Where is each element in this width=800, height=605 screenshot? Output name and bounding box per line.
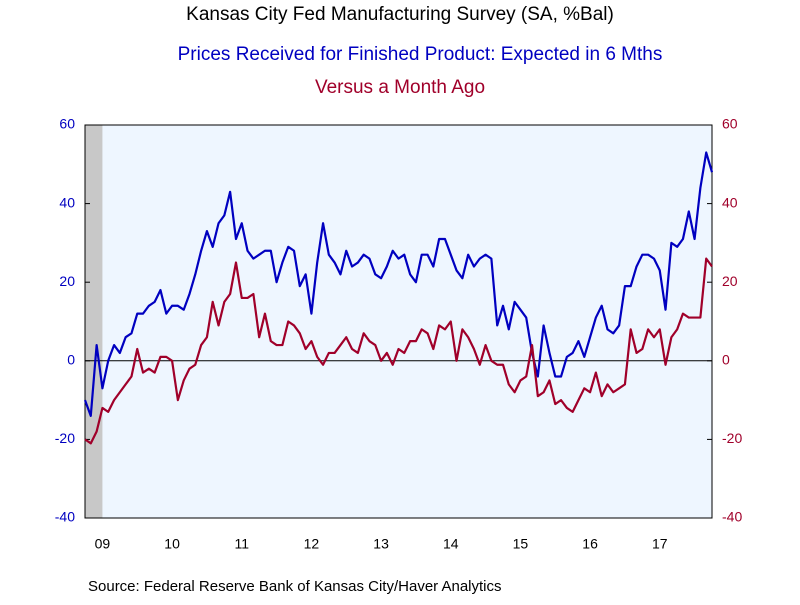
y2-tick-label: -40 bbox=[722, 509, 742, 525]
y-tick-label: 0 bbox=[67, 352, 75, 368]
x-tick-label: 09 bbox=[95, 536, 111, 552]
source: Source: Federal Reserve Bank of Kansas C… bbox=[88, 578, 502, 595]
subtitle: Versus a Month Ago bbox=[315, 77, 485, 98]
plot-border bbox=[84, 124, 713, 519]
y2-tick-label: 40 bbox=[722, 194, 738, 210]
x-tick-label: 13 bbox=[373, 536, 389, 552]
x-tick-label: 15 bbox=[513, 536, 529, 552]
chart-title: Kansas City Fed Manufacturing Survey (SA… bbox=[186, 4, 614, 25]
x-tick-label: 16 bbox=[582, 536, 598, 552]
x-tick-label: 14 bbox=[443, 536, 459, 552]
y2-tick-label: -20 bbox=[722, 430, 742, 446]
y-tick-label: 40 bbox=[59, 194, 75, 210]
y-tick-label: 20 bbox=[59, 273, 75, 289]
y-tick-label: -20 bbox=[55, 430, 75, 446]
recession-band bbox=[85, 125, 103, 518]
plot-area bbox=[85, 125, 712, 518]
series-line bbox=[83, 151, 714, 417]
series-line bbox=[84, 257, 713, 445]
y-tick-label: 60 bbox=[59, 116, 75, 132]
y2-tick-label: 60 bbox=[722, 116, 738, 132]
x-tick-label: 12 bbox=[304, 536, 320, 552]
x-tick-label: 10 bbox=[164, 536, 180, 552]
y2-tick-label: 20 bbox=[722, 273, 738, 289]
subtitle: Prices Received for Finished Product: Ex… bbox=[178, 44, 663, 65]
x-tick-label: 17 bbox=[652, 536, 668, 552]
y2-tick-label: 0 bbox=[722, 352, 730, 368]
x-tick-label: 11 bbox=[234, 536, 249, 552]
y-tick-label: -40 bbox=[55, 509, 75, 525]
